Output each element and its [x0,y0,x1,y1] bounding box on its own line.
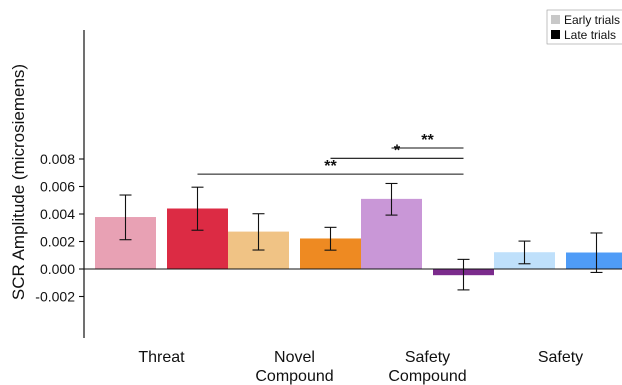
category-label-0: Threat [138,349,185,366]
significance-bracket-1: * [330,142,464,159]
category-label-3: Safety [538,349,583,366]
significance-brackets: ***** [197,132,464,175]
significance-bracket-2: ** [391,132,464,149]
significance-bracket-0: ** [197,158,464,175]
bar-7 [566,252,622,269]
y-tick-label-0: -0.002 [35,289,75,305]
y-tick-label-2: 0.002 [40,234,75,250]
legend-item-0: Early trials [551,13,620,27]
y-tick-label-1: 0.000 [40,261,75,277]
significance-label-1: * [394,142,401,159]
error-bar-6 [518,240,531,265]
category-label-2: Safety Compound [388,349,466,385]
y-axis-title: SCR Amplitude (microsiemens) [9,64,28,300]
y-tick-label-3: 0.004 [40,206,75,222]
significance-label-0: ** [324,158,337,175]
error-bar-4 [385,182,398,216]
error-bar-5 [457,258,470,291]
legend-label-0: Early trials [564,13,620,27]
category-label-1: Novel Compound [255,349,333,385]
error-bar-7 [590,232,603,273]
legend-item-1: Late trials [551,28,616,42]
error-bar-2 [252,213,265,251]
error-bar-1 [191,186,204,231]
error-bar-3 [324,226,337,251]
error-bar-0 [119,194,132,241]
y-ticks: -0.002 0.000 0.002 0.004 0.006 0.008 [35,151,84,305]
legend-swatch-1 [551,30,560,39]
significance-label-2: ** [421,132,434,149]
category-labels: Threat Novel Compound Safety Compound Safety [138,349,583,385]
error-bars [119,182,603,291]
legend-label-1: Late trials [564,28,616,42]
y-tick-label-5: 0.008 [40,151,75,167]
legend-swatch-0 [551,15,560,24]
y-tick-label-4: 0.006 [40,179,75,195]
bars-layer [95,198,622,276]
